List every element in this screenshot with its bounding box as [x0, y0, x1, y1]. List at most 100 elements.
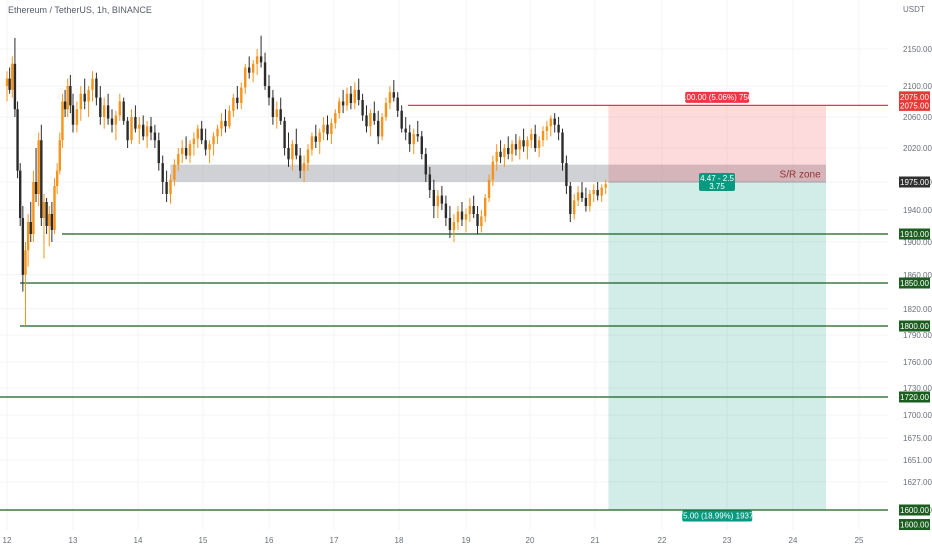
price-tick: 1820.00 — [903, 305, 932, 314]
risk-label-text: 100.00 (5.06%) 750 — [682, 93, 753, 102]
candle-body — [145, 126, 149, 137]
price-tick: 2060.00 — [903, 113, 932, 122]
candle-body — [420, 136, 423, 155]
candle-body — [314, 136, 317, 142]
price-tick: 2150.00 — [903, 45, 932, 54]
candle-body — [530, 134, 533, 141]
candle-body — [432, 190, 436, 206]
candle-body — [452, 222, 456, 230]
price-tick: 2020.00 — [903, 144, 932, 153]
candle-body — [424, 154, 427, 175]
price-tag-bg — [899, 504, 930, 516]
candle-body — [392, 92, 395, 98]
candle-body — [196, 128, 199, 139]
candle-body — [29, 222, 32, 234]
candle-body — [503, 148, 506, 158]
time-tick: 14 — [134, 536, 143, 545]
candle-body — [99, 97, 102, 117]
candle-body — [83, 93, 86, 102]
candle-body — [91, 78, 94, 90]
time-tick: 19 — [462, 536, 471, 545]
ratio-label-bg — [699, 173, 735, 191]
candle-body — [26, 222, 30, 251]
candle-body — [592, 190, 595, 194]
candle-body — [283, 120, 286, 148]
price-tag-bg — [899, 391, 930, 403]
time-tick: 13 — [69, 536, 78, 545]
candle-body — [240, 87, 243, 104]
price-tick: 1627.00 — [903, 478, 932, 487]
candle-body — [460, 211, 464, 220]
candle-body — [8, 78, 11, 90]
candle-body — [526, 140, 529, 147]
risk-label: 100.00 (5.06%) 750 — [682, 91, 753, 103]
candle-body — [507, 148, 510, 155]
candle-body — [495, 151, 498, 162]
candle-body — [165, 182, 168, 194]
candle-body — [224, 120, 227, 127]
price-tag: 1850.00 — [900, 279, 929, 288]
candle-body — [584, 198, 588, 206]
candle-body — [365, 115, 368, 127]
candle-body — [484, 198, 487, 217]
candle-body — [561, 132, 564, 164]
candle-body — [510, 144, 514, 155]
candle-body — [416, 134, 419, 137]
candle-body — [499, 151, 502, 158]
time-tick: 23 — [723, 536, 732, 545]
candle-body — [588, 194, 591, 206]
candle-body — [514, 144, 518, 150]
candle-body — [75, 109, 79, 125]
price-tag-bg — [899, 277, 930, 289]
candle-body — [169, 179, 172, 194]
price-tag-bg — [899, 519, 930, 531]
candle-body — [388, 92, 392, 104]
time-tick: 15 — [199, 536, 208, 545]
time-tick: 21 — [591, 536, 600, 545]
candle-body — [400, 110, 403, 129]
candle-body — [130, 117, 133, 141]
horizontal-levels[interactable] — [0, 104, 888, 511]
candle-body — [161, 163, 164, 182]
candle-body — [244, 67, 247, 88]
ratio-label-text: 3.75 — [709, 182, 725, 191]
price-tick: 2100.00 — [903, 82, 932, 91]
candle-body — [228, 110, 231, 127]
candle-body — [69, 86, 72, 106]
candle-body — [480, 216, 483, 226]
short-position[interactable] — [608, 105, 826, 510]
price-tag: 2075.00 — [900, 101, 929, 110]
price-tag: 1720.00 — [900, 393, 929, 402]
candle-body — [468, 206, 472, 214]
candle-body — [472, 206, 475, 214]
candle-body — [248, 67, 251, 73]
candle-body — [106, 105, 110, 119]
candle-body — [600, 187, 603, 196]
candle-body — [5, 78, 9, 86]
position-labels: 100.00 (5.06%) 750 375.00 (18.99%) 1937.5… — [674, 91, 761, 522]
candle-body — [37, 140, 40, 194]
candle-body — [377, 120, 380, 137]
candle-body — [380, 117, 384, 137]
sr-zone: S/R zone — [170, 164, 826, 182]
ratio-label: 4.47 - 2.53.75 — [699, 173, 735, 191]
candle-body — [21, 218, 25, 275]
candle-body — [330, 123, 333, 135]
candle-body — [573, 200, 576, 214]
candle-body — [322, 124, 325, 133]
candle-body — [549, 118, 552, 127]
price-tag: 1600.00 — [900, 506, 929, 515]
candle-body — [16, 109, 19, 171]
candles — [5, 35, 607, 326]
price-tick: 1760.00 — [903, 358, 932, 367]
candle-body — [251, 63, 255, 73]
candle-body — [114, 115, 118, 125]
candle-body — [295, 144, 298, 156]
candle-body — [208, 144, 211, 150]
candle-body — [306, 149, 310, 164]
candle-body — [66, 86, 69, 110]
time-axis[interactable]: 12 13 14 15 16 17 18 19 20 21 22 23 24 25 — [3, 536, 864, 545]
price-axis[interactable]: 2150.00 2100.00 2060.00 2020.00 1975.00 1940.… — [899, 45, 932, 531]
candle-body — [569, 186, 572, 214]
